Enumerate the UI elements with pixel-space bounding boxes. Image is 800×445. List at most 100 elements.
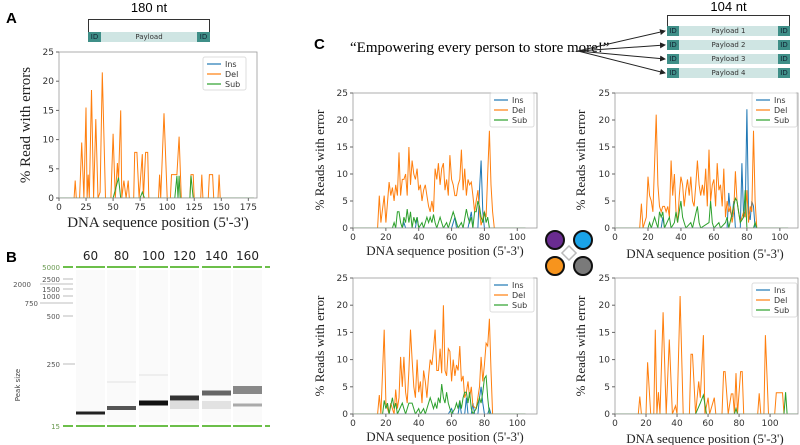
id-tag: ID — [667, 40, 679, 50]
y-tick-label: 10 — [337, 356, 349, 366]
legend-label-sub: Sub — [225, 80, 240, 89]
x-tick-label: 75 — [134, 203, 145, 213]
y-tick-label: 5 — [604, 197, 610, 207]
x-tick-label: 60 — [708, 233, 720, 243]
ladder-label: 5000 — [42, 264, 60, 272]
x-tick-label: 20 — [640, 419, 652, 429]
y-tick-label: 0 — [342, 224, 348, 234]
x-tick-label: 100 — [771, 233, 788, 243]
id-tag: ID — [778, 54, 790, 64]
x-tick-label: 80 — [479, 233, 491, 243]
construct-c-bracket — [667, 15, 790, 26]
x-tick-label: 40 — [675, 233, 687, 243]
x-tick-label: 60 — [446, 233, 458, 243]
payload-bar: ID Payload 4 ID — [667, 68, 790, 78]
arrow-1 — [577, 29, 666, 52]
lane-label: 120 — [173, 249, 196, 263]
series-sub-line — [59, 175, 254, 198]
lane-label: 80 — [114, 249, 129, 263]
legend-label-del: Del — [512, 106, 525, 115]
lane-label: 140 — [205, 249, 228, 263]
payload-bar: ID Payload 3 ID — [667, 54, 790, 64]
chart-0: 0 25 50 75 100 125 150 175 0 5 10 15 20 25 DNA sequenc… — [18, 48, 258, 231]
y-axis-label: % Reads with error — [312, 295, 327, 396]
ladder-label: 250 — [47, 361, 60, 369]
x-axis-label: DNA sequence position (5'-3') — [626, 431, 783, 445]
series-ins-line — [353, 160, 526, 228]
ladder-label: 1000 — [42, 293, 60, 301]
legend-label-del: Del — [774, 106, 787, 115]
y-tick-label: 20 — [599, 301, 611, 311]
series-sub-line — [615, 190, 789, 228]
id-tag: ID — [88, 32, 101, 42]
arrow-3 — [577, 50, 666, 62]
y-tick-label: 20 — [43, 77, 55, 87]
x-tick-label: 50 — [107, 203, 119, 213]
diamond-icon — [560, 244, 578, 262]
gel-lane — [139, 270, 168, 422]
y-tick-label: 5 — [604, 383, 610, 393]
gel-band — [139, 374, 168, 376]
x-tick-label: 80 — [741, 233, 753, 243]
y-tick-label: 15 — [337, 328, 348, 338]
axes-frame — [58, 51, 258, 199]
ladder-label: 500 — [47, 313, 60, 321]
ladder-label: 2500 — [42, 276, 60, 284]
series-ins-line — [615, 109, 789, 228]
chart-2: 0 20 40 60 80 100 0 5 10 15 20 25 DNA sequence posit… — [573, 89, 799, 261]
y-axis-label: % Reads with error — [312, 109, 327, 210]
gel-band — [233, 403, 262, 407]
y-tick-label: 25 — [337, 89, 348, 99]
gel-band — [170, 401, 199, 409]
y-tick-label: 10 — [599, 356, 611, 366]
y-tick-label: 10 — [43, 136, 55, 146]
gel-lane — [233, 270, 262, 422]
orange-dot — [545, 256, 565, 276]
y-tick-label: 0 — [604, 410, 610, 420]
y-tick-label: 25 — [599, 274, 610, 284]
payload-bar: ID Payload 1 ID — [667, 26, 790, 36]
lane-label: 60 — [83, 249, 98, 263]
x-axis-label: DNA sequence position (5'-3') — [626, 246, 783, 261]
arrow-2 — [577, 42, 666, 52]
x-axis-label: DNA sequence position (5'-3') — [366, 429, 523, 444]
legend-label-sub: Sub — [774, 306, 789, 315]
gel-band — [76, 411, 105, 415]
legend-label-del: Del — [225, 70, 238, 79]
id-tag: ID — [667, 54, 679, 64]
x-tick-label: 20 — [642, 233, 654, 243]
x-tick-label: 80 — [733, 419, 745, 429]
y-tick-label: 5 — [342, 197, 348, 207]
construct-c-length: 104 nt — [710, 0, 747, 14]
x-tick-label: 40 — [413, 233, 425, 243]
series-ins-line — [353, 386, 526, 414]
x-tick-label: 175 — [240, 203, 257, 213]
x-tick-label: 0 — [56, 203, 62, 213]
y-tick-label: 5 — [342, 383, 348, 393]
legend-label-ins: Ins — [774, 96, 786, 105]
y-tick-label: 20 — [337, 116, 349, 126]
chart-4: 0 20 40 60 80 100 0 5 10 15 20 25 DNA sequence posit… — [573, 274, 799, 445]
y-tick-label: 0 — [48, 194, 54, 204]
ladder-label: 2000 — [13, 281, 31, 289]
payload-label: Payload 3 — [711, 55, 746, 63]
y-tick-label: 15 — [599, 143, 610, 153]
x-tick-label: 100 — [761, 419, 778, 429]
axes-frame — [614, 277, 799, 415]
blue-dot — [573, 230, 593, 250]
payload-label: Payload 1 — [711, 27, 746, 35]
y-tick-label: 20 — [337, 301, 349, 311]
x-axis-label: DNA sequence position (5'-3') — [67, 215, 249, 231]
x-tick-label: 40 — [413, 419, 425, 429]
x-tick-label: 0 — [612, 233, 618, 243]
lane-label: 160 — [236, 249, 259, 263]
lane-label: 100 — [142, 249, 165, 263]
y-tick-label: 15 — [599, 328, 610, 338]
